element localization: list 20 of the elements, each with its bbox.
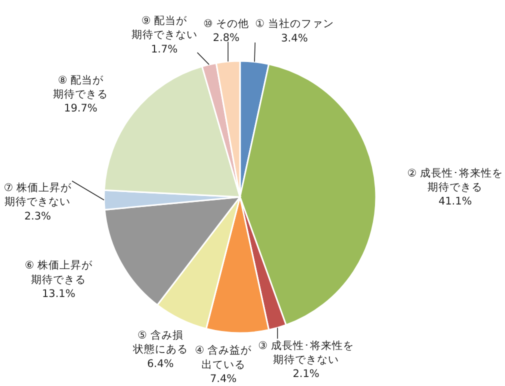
data-label: 3.4% [281,32,308,44]
data-label: 2.1% [292,368,320,380]
data-label: 41.1% [438,196,472,208]
data-label: 13.1% [42,288,76,300]
data-label: 6.4% [147,358,174,370]
slice-label: ④ 含み益が出ている [194,344,253,371]
slice-label: ⑥ 株価上昇が期待できる [24,258,94,286]
data-label: 2.8% [212,32,240,44]
slice-label: ③ 成長性･将来性を期待できない [258,338,354,366]
data-label: 7.4% [210,373,237,386]
slice-label: ⑨ 配当が期待できない [131,14,198,42]
slice-label: ⑩ その他 [203,18,250,30]
slice-label: ② 成長性･将来性を期待できる [407,166,503,194]
slice-label: ⑤ 含み損状態にある [132,328,188,356]
data-label: 2.3% [24,210,52,222]
slice-label: ① 当社のファン [255,17,334,30]
slice-label: ⑦ 株価上昇が期待できない [4,181,73,208]
data-label: 19.7% [64,102,98,115]
data-label: 1.7% [150,43,178,56]
slice-label: ⑧ 配当が期待できる [53,74,108,101]
